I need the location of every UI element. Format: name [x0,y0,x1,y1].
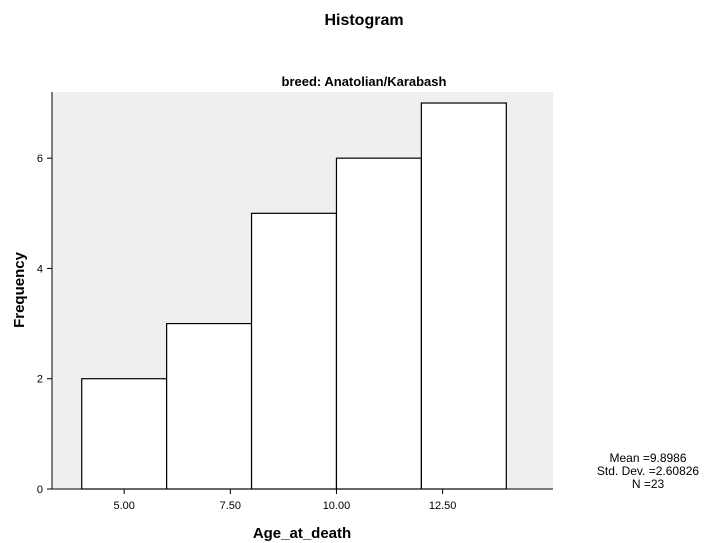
histogram-bar [166,322,253,490]
histogram-bar [250,212,338,490]
histogram-bar [81,378,168,490]
y-tick-label: 4 [37,263,43,275]
stat-std-dev: Std. Dev. =2.60826 [597,464,700,478]
x-tick-label: 7.50 [220,500,241,512]
statistics-box: Mean =9.8986 Std. Dev. =2.60826 N =23 [597,451,700,491]
x-tick-label: 5.00 [113,500,134,512]
x-axis-label: Age_at_death [253,525,351,542]
bars-layer [81,102,507,490]
x-tick-label: 10.00 [323,500,351,512]
ticks-layer: 0 2 4 6 5.00 7.50 10.00 12.50 [37,153,457,512]
stat-mean: Mean =9.8986 [609,451,686,465]
y-tick-label: 2 [37,374,43,386]
chart-subtitle: breed: Anatolian/Karabash [282,74,447,89]
stat-n: N =23 [632,477,665,491]
y-tick-label: 6 [37,153,43,165]
histogram-bar [335,157,422,490]
chart-title: Histogram [324,12,403,29]
x-tick-label: 12.50 [429,500,457,512]
y-axis-label: Frequency [11,251,28,328]
histogram-bar [420,102,507,490]
y-tick-label: 0 [37,484,43,496]
